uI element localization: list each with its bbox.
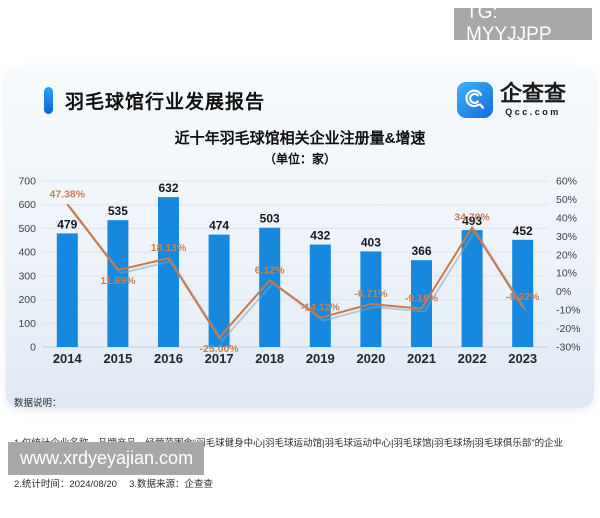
svg-text:2015: 2015 [103, 351, 132, 366]
svg-text:493: 493 [462, 214, 482, 228]
watermark-bottom: www.xrdyeyajian.com [8, 442, 204, 475]
accent-bar-icon [44, 86, 53, 114]
svg-text:400: 400 [18, 247, 36, 259]
svg-text:40%: 40% [556, 212, 577, 224]
svg-text:432: 432 [310, 229, 330, 243]
svg-text:2017: 2017 [205, 351, 234, 366]
svg-text:403: 403 [361, 235, 381, 249]
svg-text:18.13%: 18.13% [151, 242, 187, 254]
svg-text:-14.12%: -14.12% [301, 302, 341, 314]
svg-text:-20%: -20% [556, 323, 581, 335]
svg-text:700: 700 [18, 176, 36, 188]
svg-text:600: 600 [18, 199, 36, 211]
title-group: 羽毛球馆行业发展报告 [44, 86, 266, 114]
svg-text:366: 366 [411, 244, 431, 258]
svg-text:10%: 10% [556, 268, 577, 280]
svg-text:2014: 2014 [53, 351, 83, 366]
svg-text:452: 452 [513, 224, 533, 238]
report-card: 羽毛球馆行业发展报告 企查查 Qcc.com 近十年羽毛球馆相关企业注册量&增速… [6, 68, 594, 490]
svg-text:30%: 30% [556, 231, 577, 243]
svg-text:50%: 50% [556, 194, 577, 206]
svg-text:2022: 2022 [458, 351, 487, 366]
svg-text:200: 200 [18, 294, 36, 306]
svg-text:20%: 20% [556, 249, 577, 261]
svg-text:-10%: -10% [556, 305, 581, 317]
notes-line1: 1.仅统计企业名称、品牌产品、经营范围含“羽毛球健身中心|羽毛球运动馆|羽毛球运… [14, 438, 564, 450]
svg-text:300: 300 [18, 270, 36, 282]
svg-text:6.12%: 6.12% [255, 264, 285, 276]
notes-heading: 数据说明： [14, 397, 62, 409]
svg-text:-8.32%: -8.32% [506, 291, 540, 303]
logo-domain: Qcc.com [505, 107, 561, 117]
svg-text:-9.18%: -9.18% [405, 293, 439, 305]
svg-text:503: 503 [260, 212, 280, 226]
qcc-logo: 企查查 Qcc.com [456, 81, 566, 118]
svg-text:-6.71%: -6.71% [354, 288, 388, 300]
chart-svg: 700 600 500 400 300 200 100 0 60% 50% 40% 30% 20% 10%… [18, 176, 581, 367]
svg-text:500: 500 [18, 223, 36, 235]
qcc-magnifier-icon [456, 82, 493, 118]
svg-text:479: 479 [57, 217, 77, 231]
svg-text:632: 632 [158, 181, 178, 195]
svg-text:0%: 0% [556, 286, 571, 298]
svg-text:2023: 2023 [508, 351, 537, 366]
chart-title: 近十年羽毛球馆相关企业注册量&增速 [174, 130, 426, 147]
svg-text:11.69%: 11.69% [100, 275, 136, 287]
svg-text:2018: 2018 [255, 351, 284, 366]
svg-text:47.38%: 47.38% [49, 188, 85, 200]
logo-text: 企查查 Qcc.com [499, 81, 566, 118]
svg-text:2016: 2016 [154, 351, 183, 366]
watermark-top: TG: MYYJJPP [454, 2, 592, 45]
svg-text:-30%: -30% [556, 342, 581, 354]
svg-text:474: 474 [209, 219, 229, 233]
svg-text:34.70%: 34.70% [454, 212, 490, 224]
svg-text:2019: 2019 [306, 351, 335, 366]
svg-text:-25.00%: -25.00% [200, 343, 240, 355]
chart-subtitle: （单位：家） [263, 152, 336, 166]
svg-text:60%: 60% [556, 176, 577, 188]
svg-text:2021: 2021 [407, 351, 436, 366]
svg-text:535: 535 [108, 204, 128, 218]
svg-text:100: 100 [18, 318, 36, 330]
logo-brand: 企查查 [499, 81, 566, 106]
card-header: 羽毛球馆行业发展报告 企查查 Qcc.com [6, 68, 594, 118]
report-title: 羽毛球馆行业发展报告 [65, 91, 266, 113]
svg-text:2020: 2020 [356, 351, 385, 366]
svg-text:0: 0 [30, 342, 36, 354]
